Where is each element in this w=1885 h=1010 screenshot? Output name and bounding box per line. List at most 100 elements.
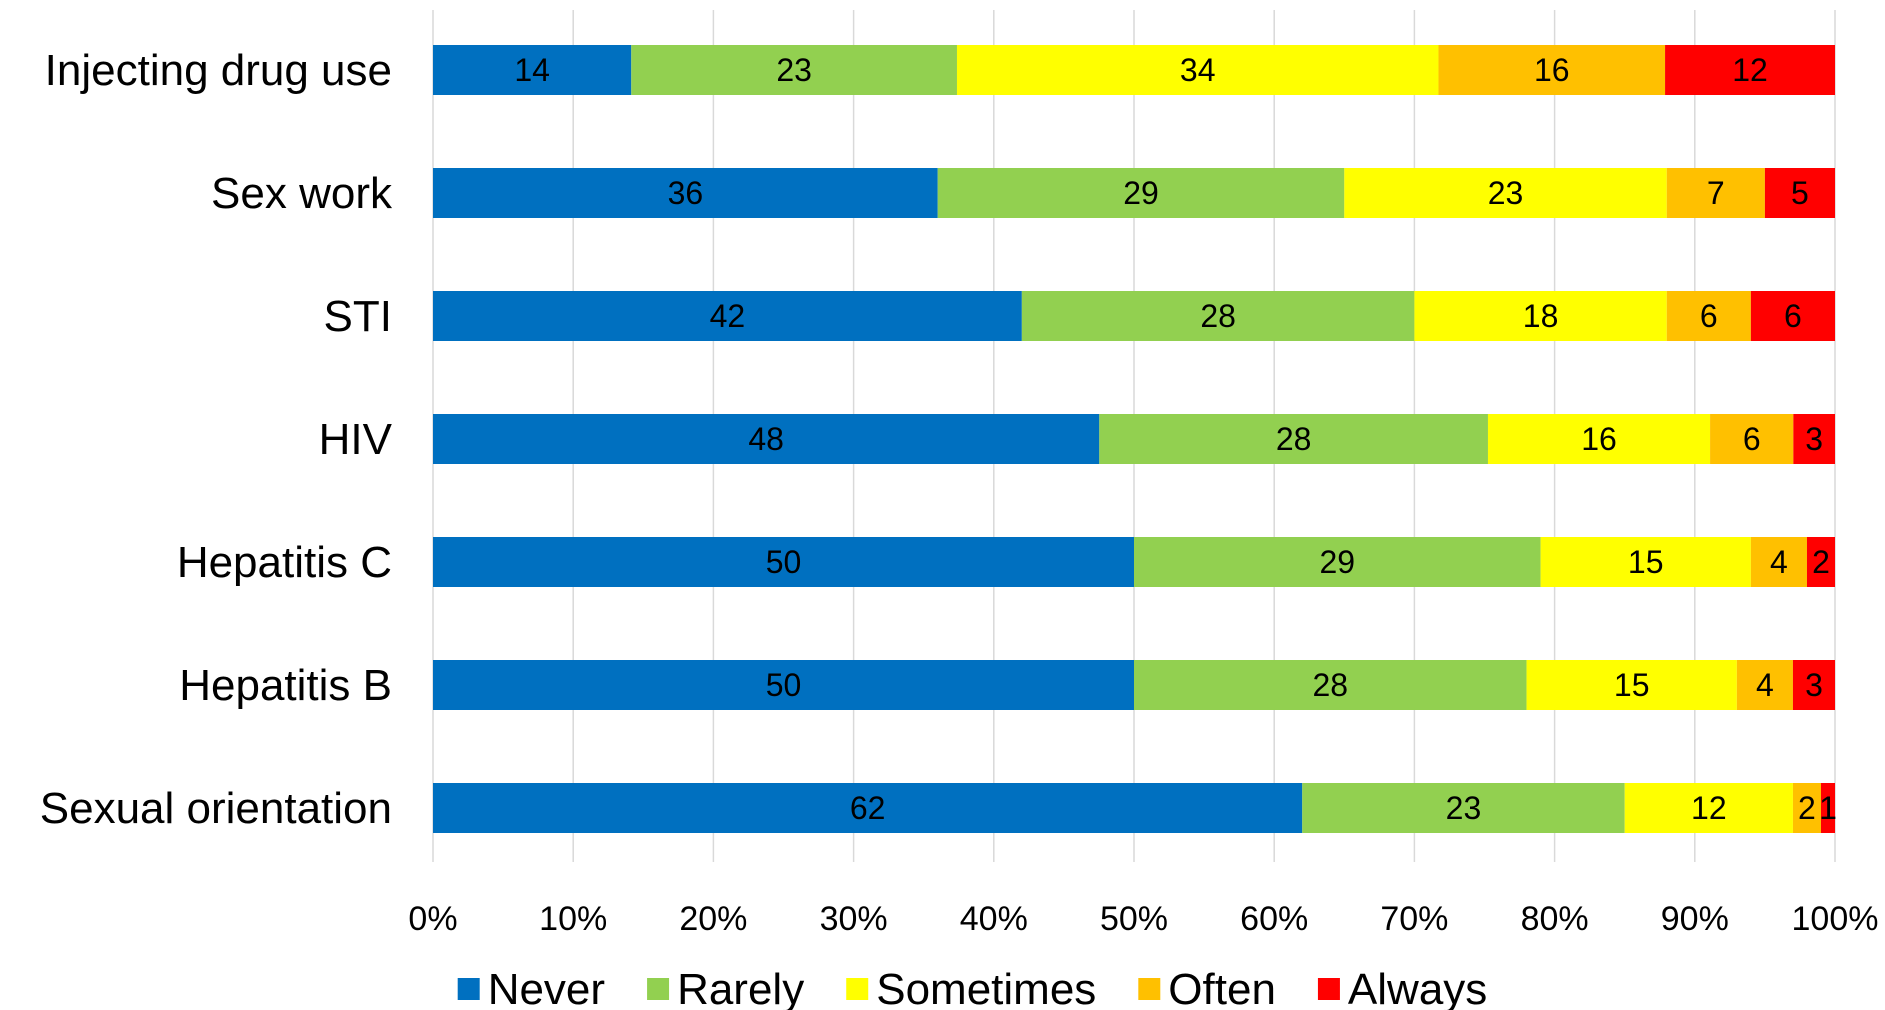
data-label: 18 — [1523, 298, 1559, 334]
bar-segment — [1624, 783, 1793, 833]
data-label: 4 — [1756, 667, 1774, 703]
x-tick-label: 30% — [820, 900, 888, 938]
bar-segment — [956, 45, 1439, 95]
x-tick-label: 80% — [1521, 900, 1589, 938]
x-tick-label: 50% — [1100, 900, 1168, 938]
data-label: 4 — [1770, 544, 1788, 580]
x-tick-label: 0% — [408, 900, 457, 938]
data-label: 12 — [1691, 790, 1727, 826]
bars — [433, 45, 1835, 833]
data-label: 28 — [1312, 667, 1348, 703]
bar-segment — [433, 45, 632, 95]
data-label: 34 — [1180, 52, 1216, 88]
bar-segment — [631, 45, 957, 95]
x-tick-label: 40% — [960, 900, 1028, 938]
x-tick-label: 10% — [539, 900, 607, 938]
data-label: 7 — [1707, 175, 1725, 211]
data-label: 15 — [1628, 544, 1664, 580]
bar-segment — [433, 660, 1134, 710]
bar-segment — [1665, 45, 1835, 95]
category-label: STI — [324, 292, 392, 341]
data-label: 16 — [1581, 421, 1617, 457]
category-label: Hepatitis B — [179, 661, 392, 710]
legend-swatch — [647, 978, 670, 1000]
bar-segment — [1134, 660, 1527, 710]
data-label: 16 — [1534, 52, 1570, 88]
bar-segment — [1793, 414, 1835, 464]
data-label: 2 — [1798, 790, 1816, 826]
x-axis-ticks: 0% 10% 20% 30% 40% 50% 60% 70% 80% 90% 100% — [408, 900, 1878, 938]
data-label: 36 — [668, 175, 704, 211]
data-label: 42 — [710, 298, 746, 334]
legend-label: Never — [488, 965, 605, 1010]
bar-segment — [1134, 537, 1541, 587]
legend-swatch — [1317, 978, 1340, 1000]
bar-segment — [937, 168, 1345, 218]
data-label: 15 — [1614, 667, 1650, 703]
bar-segment — [1487, 414, 1711, 464]
bar-segment — [1540, 537, 1751, 587]
legend-swatch — [457, 978, 480, 1000]
x-tick-label: 20% — [679, 900, 747, 938]
data-label: 12 — [1732, 52, 1768, 88]
category-label: Hepatitis C — [177, 538, 392, 587]
data-label: 29 — [1319, 544, 1355, 580]
legend-label: Always — [1348, 965, 1487, 1010]
data-label: 23 — [1488, 175, 1524, 211]
bar-segment — [1736, 660, 1793, 710]
bar-segment — [1750, 537, 1807, 587]
x-tick-label: 70% — [1380, 900, 1448, 938]
bar-segment — [1792, 783, 1821, 833]
bar-segment — [433, 537, 1134, 587]
legend: Never Rarely Sometimes Often Always — [457, 965, 1487, 1010]
data-label: 23 — [1446, 790, 1482, 826]
data-label: 5 — [1791, 175, 1809, 211]
bar-segment — [1099, 414, 1488, 464]
bar-segment — [1526, 660, 1737, 710]
x-tick-label: 100% — [1792, 900, 1879, 938]
legend-label: Sometimes — [876, 965, 1096, 1010]
x-tick-label: 90% — [1661, 900, 1729, 938]
bar-segment — [433, 168, 938, 218]
category-label: Sex work — [211, 169, 393, 218]
data-label: 23 — [776, 52, 812, 88]
category-labels: Injecting drug use Sex work STI HIV Hepatiti… — [40, 46, 393, 833]
bar-segment — [1302, 783, 1625, 833]
bar-segment — [433, 291, 1022, 341]
bar-segment — [1750, 291, 1835, 341]
x-tick-label: 60% — [1240, 900, 1308, 938]
data-label: 50 — [766, 544, 802, 580]
data-label: 2 — [1812, 544, 1830, 580]
data-label: 29 — [1123, 175, 1159, 211]
data-label: 6 — [1700, 298, 1718, 334]
data-label: 1 — [1819, 790, 1837, 826]
data-label: 48 — [748, 421, 784, 457]
bar-segment — [433, 414, 1100, 464]
bar-segment — [1414, 291, 1667, 341]
legend-swatch — [846, 978, 869, 1000]
data-label: 3 — [1805, 667, 1823, 703]
bar-segment — [1666, 168, 1765, 218]
bar-segment — [1792, 660, 1835, 710]
bar-segment — [1710, 414, 1794, 464]
category-label: Injecting drug use — [45, 46, 392, 95]
legend-swatch — [1138, 978, 1161, 1000]
data-label: 28 — [1200, 298, 1236, 334]
data-label: 6 — [1784, 298, 1802, 334]
category-label: HIV — [319, 415, 393, 464]
bar-segment — [1806, 537, 1835, 587]
data-label: 28 — [1276, 421, 1312, 457]
bar-segment — [1764, 168, 1835, 218]
bar-segment — [1820, 783, 1835, 833]
bar-segment — [1021, 291, 1415, 341]
bar-segment — [1438, 45, 1666, 95]
data-label: 14 — [514, 52, 550, 88]
legend-label: Rarely — [677, 965, 804, 1010]
data-label: 6 — [1743, 421, 1761, 457]
legend-label: Often — [1168, 965, 1276, 1010]
category-label: Sexual orientation — [40, 784, 392, 833]
data-label: 62 — [850, 790, 886, 826]
data-label: 50 — [766, 667, 802, 703]
